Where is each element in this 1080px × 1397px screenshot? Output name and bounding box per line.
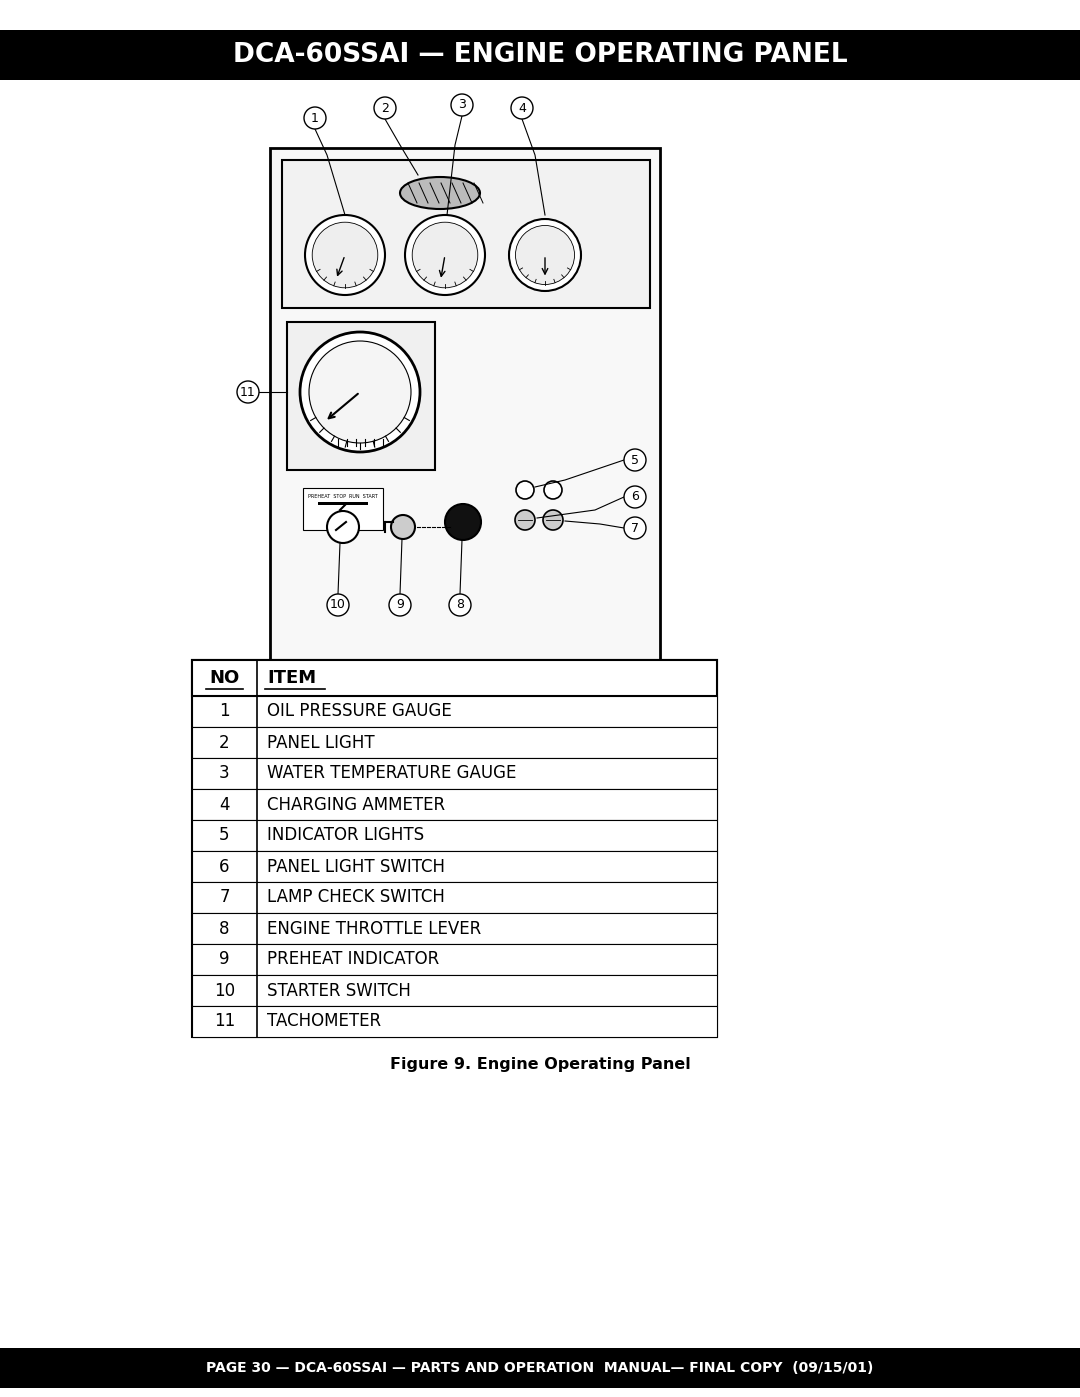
Text: LAMP CHECK SWITCH: LAMP CHECK SWITCH — [267, 888, 445, 907]
Circle shape — [515, 225, 575, 285]
Text: PREHEAT  STOP  RUN  START: PREHEAT STOP RUN START — [308, 495, 378, 500]
Text: 6: 6 — [219, 858, 230, 876]
Circle shape — [624, 517, 646, 539]
Circle shape — [327, 594, 349, 616]
Bar — [282, 161, 650, 307]
Text: 8: 8 — [456, 598, 464, 612]
Text: NO: NO — [210, 669, 240, 687]
Circle shape — [509, 219, 581, 291]
Text: 1: 1 — [311, 112, 319, 124]
Text: 4: 4 — [219, 795, 230, 813]
Circle shape — [391, 515, 415, 539]
Text: 5: 5 — [631, 454, 639, 467]
Text: PAGE 30 — DCA-60SSAI — PARTS AND OPERATION  MANUAL— FINAL COPY  (09/15/01): PAGE 30 — DCA-60SSAI — PARTS AND OPERATI… — [206, 1361, 874, 1375]
Text: ITEM: ITEM — [267, 669, 316, 687]
Text: OIL PRESSURE GAUGE: OIL PRESSURE GAUGE — [267, 703, 451, 721]
Bar — [192, 1006, 717, 1037]
Text: 11: 11 — [214, 1013, 235, 1031]
Text: DCA-60SSAI — ENGINE OPERATING PANEL: DCA-60SSAI — ENGINE OPERATING PANEL — [232, 42, 848, 68]
Bar — [192, 820, 717, 851]
Circle shape — [305, 215, 384, 295]
Bar — [0, 1348, 1080, 1389]
Text: PANEL LIGHT: PANEL LIGHT — [267, 733, 375, 752]
Circle shape — [405, 215, 485, 295]
Bar — [192, 726, 717, 759]
Text: 1: 1 — [219, 703, 230, 721]
Bar — [192, 882, 717, 914]
Circle shape — [544, 481, 562, 499]
Bar — [192, 914, 717, 944]
Text: 9: 9 — [396, 598, 404, 612]
Bar — [192, 659, 717, 1037]
Text: STARTER SWITCH: STARTER SWITCH — [267, 982, 410, 999]
Text: 8: 8 — [219, 919, 230, 937]
Circle shape — [309, 341, 411, 443]
Bar — [192, 696, 717, 726]
Text: 11: 11 — [240, 386, 256, 398]
Circle shape — [374, 96, 396, 119]
Text: INDICATOR LIGHTS: INDICATOR LIGHTS — [267, 827, 424, 845]
Bar — [192, 659, 717, 696]
Circle shape — [516, 481, 534, 499]
Text: 10: 10 — [214, 982, 235, 999]
Circle shape — [511, 96, 534, 119]
Text: 3: 3 — [458, 99, 465, 112]
Circle shape — [237, 381, 259, 402]
Circle shape — [303, 108, 326, 129]
Circle shape — [327, 511, 359, 543]
Text: 3: 3 — [219, 764, 230, 782]
Text: ENGINE THROTTLE LEVER: ENGINE THROTTLE LEVER — [267, 919, 482, 937]
Circle shape — [389, 594, 411, 616]
Bar — [303, 488, 383, 529]
Bar — [192, 851, 717, 882]
Bar — [287, 321, 435, 469]
Text: PREHEAT INDICATOR: PREHEAT INDICATOR — [267, 950, 440, 968]
Circle shape — [300, 332, 420, 453]
Circle shape — [515, 510, 535, 529]
Circle shape — [451, 94, 473, 116]
Circle shape — [543, 510, 563, 529]
Circle shape — [413, 222, 477, 288]
Bar — [192, 975, 717, 1006]
Text: 4: 4 — [518, 102, 526, 115]
Bar — [0, 29, 1080, 80]
Circle shape — [624, 486, 646, 509]
Bar — [270, 148, 660, 668]
Circle shape — [449, 594, 471, 616]
Text: 9: 9 — [219, 950, 230, 968]
Text: 10: 10 — [330, 598, 346, 612]
Bar — [318, 502, 368, 504]
Text: 2: 2 — [381, 102, 389, 115]
Text: PANEL LIGHT SWITCH: PANEL LIGHT SWITCH — [267, 858, 445, 876]
Text: 7: 7 — [219, 888, 230, 907]
Text: 2: 2 — [219, 733, 230, 752]
Text: 6: 6 — [631, 490, 639, 503]
Circle shape — [312, 222, 378, 288]
Bar — [192, 789, 717, 820]
Text: WATER TEMPERATURE GAUGE: WATER TEMPERATURE GAUGE — [267, 764, 516, 782]
Circle shape — [445, 504, 481, 541]
Text: 7: 7 — [631, 521, 639, 535]
Text: TACHOMETER: TACHOMETER — [267, 1013, 381, 1031]
Bar — [192, 759, 717, 789]
Text: 5: 5 — [219, 827, 230, 845]
Text: CHARGING AMMETER: CHARGING AMMETER — [267, 795, 445, 813]
Bar — [192, 944, 717, 975]
Text: Figure 9. Engine Operating Panel: Figure 9. Engine Operating Panel — [390, 1058, 690, 1073]
Ellipse shape — [400, 177, 480, 210]
Circle shape — [624, 448, 646, 471]
